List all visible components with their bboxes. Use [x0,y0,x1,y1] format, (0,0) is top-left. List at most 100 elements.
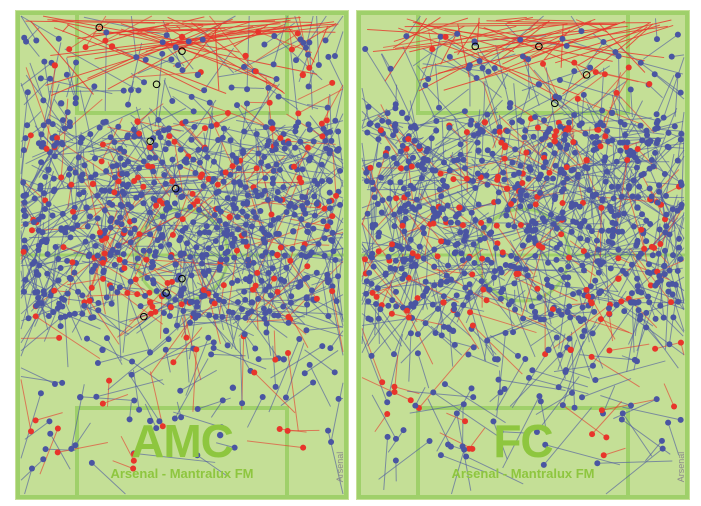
pass-marker-unsuccessful [496,128,503,135]
pass-line [496,291,570,307]
pass-marker-unsuccessful [298,179,305,186]
pass-marker [464,294,471,301]
series-0-point-15 [507,100,514,107]
pass-marker [543,276,550,283]
pass-marker [392,288,399,295]
pass-marker [377,306,384,313]
pass-marker [532,308,539,315]
pass-marker [231,444,238,451]
pass-line [53,98,71,123]
pass-marker-unsuccessful [405,136,412,143]
pass-marker [140,247,147,254]
pass-marker [393,160,400,167]
pass-marker [178,287,185,294]
pass-line [645,327,664,348]
pass-line [60,229,125,253]
pass-marker [374,285,381,292]
pass-marker-unsuccessful [213,121,220,128]
series-0-point-1 [430,213,438,221]
pass-line [563,188,593,200]
pass-line [24,240,55,277]
pass-marker-unsuccessful [106,377,113,384]
pass-line [20,15,60,40]
pass-marker-unsuccessful [384,411,391,418]
pass-marker [559,35,566,42]
pass-marker [480,224,487,231]
pass-line [562,341,584,406]
pass-marker [77,139,84,146]
pass-marker [218,256,225,263]
pass-marker [459,443,466,450]
pass-line [431,259,488,298]
pass-marker [541,117,548,124]
pass-line [569,317,594,383]
pass-marker [292,144,299,151]
pass-marker-unsuccessful [251,369,258,376]
pass-marker [651,71,658,78]
pass-marker [661,247,668,254]
pass-marker [194,405,201,412]
series-0-point-14 [608,109,616,117]
pass-marker [90,266,97,273]
pass-marker [135,87,142,94]
pass-marker [595,269,602,276]
pass-marker [187,299,194,306]
pass-marker [262,175,269,182]
pass-marker [635,307,642,314]
pass-marker [191,123,198,130]
pass-marker-unsuccessful [375,248,382,255]
pass-marker-unsuccessful [183,334,190,341]
pass-marker-unsuccessful [272,356,279,363]
series-0-point-1 [83,204,90,211]
pass-marker [241,230,248,237]
pass-marker [204,154,211,161]
pass-line [559,333,566,356]
pass-line [533,69,575,116]
pass-line [419,179,435,212]
pass-marker [663,223,670,230]
series-0-point-4 [557,166,565,173]
pass-marker [606,203,613,210]
pass-marker [171,200,178,207]
pass-line [380,53,417,129]
pass-line [490,136,534,171]
pass-marker [42,205,49,212]
pass-line [165,349,171,373]
pass-marker [645,293,652,300]
pass-marker [275,230,282,237]
pass-marker [121,258,128,265]
pass-marker [332,256,339,263]
pass-line [306,187,330,202]
pass-line [180,369,217,392]
pass-line [361,112,388,129]
pass-marker [463,453,470,460]
pass-marker [328,137,335,144]
pass-marker [21,288,28,295]
pass-marker [364,129,371,136]
pass-marker-unsuccessful [624,156,631,163]
pass-marker [652,126,659,133]
pass-line [286,113,323,137]
pass-marker [216,296,223,303]
pass-marker [669,206,676,213]
pass-marker [287,299,294,306]
pass-marker [593,133,600,140]
pass-marker-unsuccessful [56,334,63,341]
pass-line [84,166,101,233]
pass-line [460,223,476,254]
pass-marker [93,393,100,400]
pass-marker [119,170,126,177]
pass-marker-unsuccessful [134,118,141,125]
long-pass-line [288,22,337,52]
pass-marker [497,265,504,272]
pass-marker [159,39,166,46]
pass-line [194,214,216,230]
pass-marker [527,203,534,210]
pass-marker-unsuccessful [565,254,572,261]
pass-marker [530,235,537,242]
pass-marker [407,124,414,131]
pass-line [116,292,122,361]
pass-marker [179,67,186,74]
pass-marker [556,94,563,101]
pass-marker-unsuccessful [43,145,50,152]
